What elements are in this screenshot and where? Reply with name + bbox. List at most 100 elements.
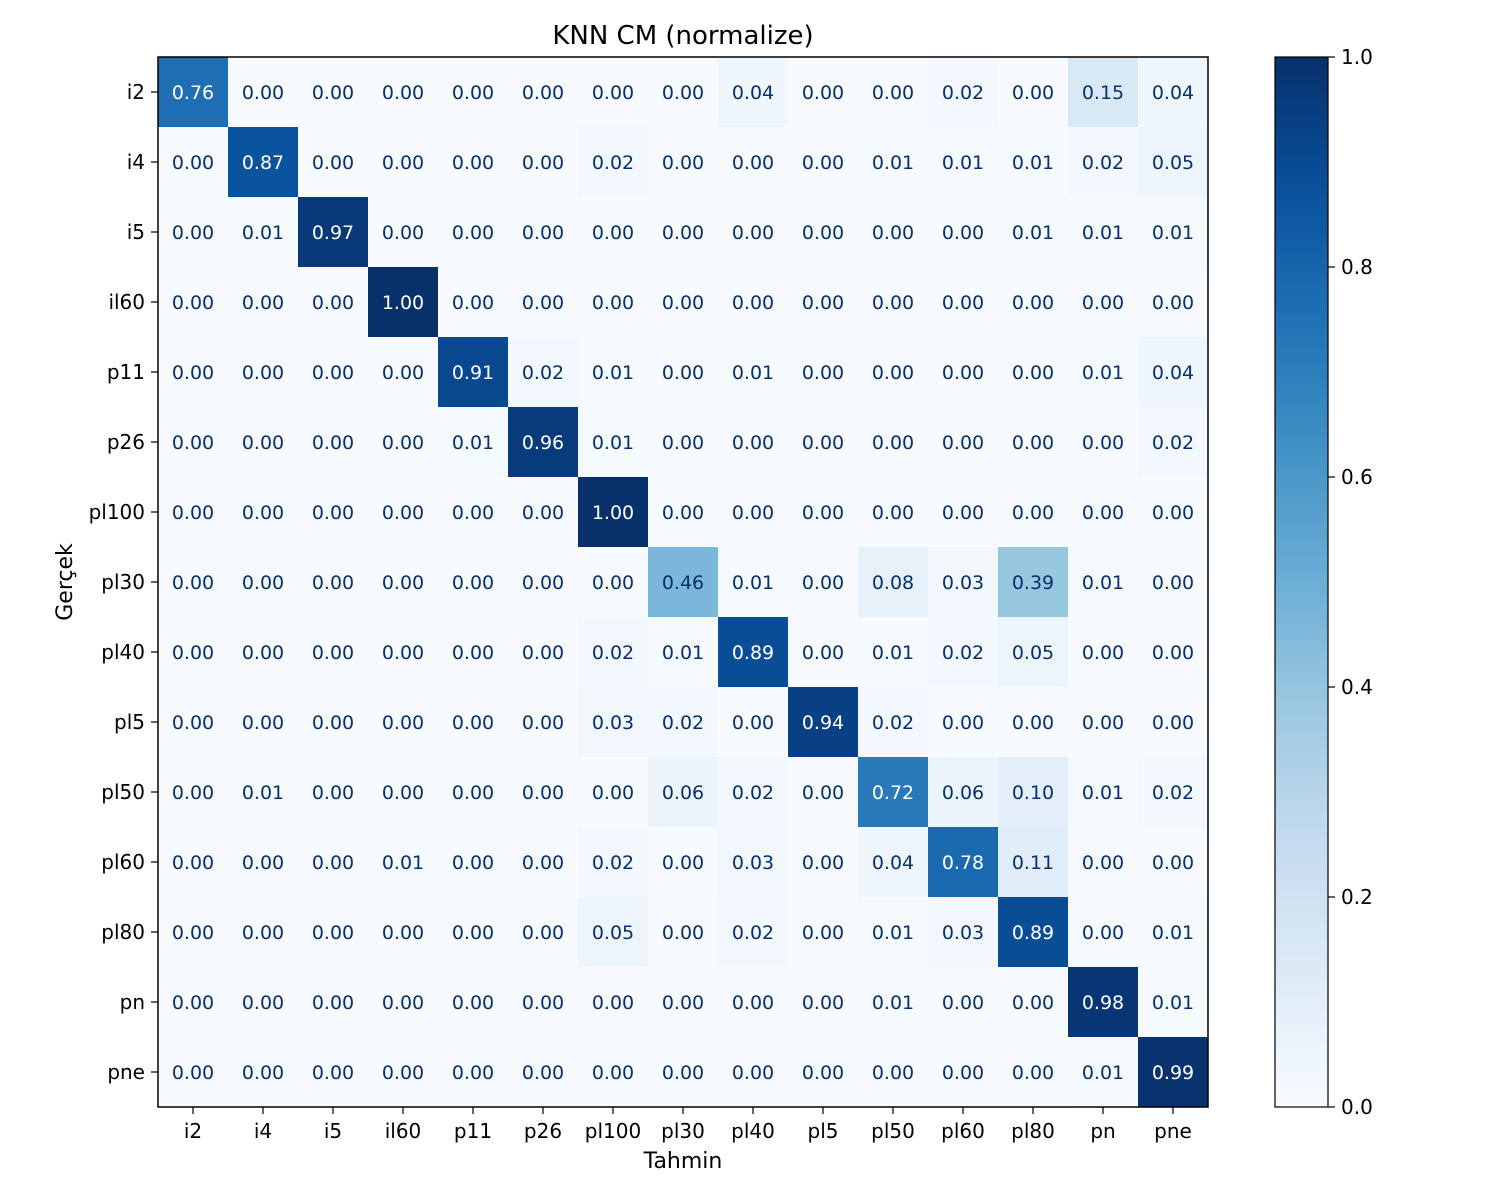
cell-value-label: 0.91 xyxy=(452,362,494,384)
heatmap-cell xyxy=(858,897,929,968)
chart-title: KNN CM (normalize) xyxy=(552,21,813,51)
heatmap-cell xyxy=(578,477,649,548)
heatmap-cell xyxy=(998,687,1069,758)
cell-value-label: 0.00 xyxy=(452,222,494,244)
heatmap-cell xyxy=(578,127,649,198)
heatmap-cell xyxy=(438,547,509,618)
heatmap-cell xyxy=(788,197,859,268)
x-tick-label: pl60 xyxy=(941,1119,985,1143)
heatmap-cell xyxy=(788,967,859,1038)
x-tick-label: pl40 xyxy=(731,1119,775,1143)
cell-value-label: 0.00 xyxy=(802,782,844,804)
heatmap-cell xyxy=(858,617,929,688)
cell-value-label: 0.00 xyxy=(732,292,774,314)
cell-value-label: 0.39 xyxy=(1012,572,1054,594)
heatmap-cell xyxy=(298,687,369,758)
cell-value-label: 0.00 xyxy=(172,432,214,454)
heatmap-cell xyxy=(788,757,859,828)
cell-value-label: 0.00 xyxy=(1082,852,1124,874)
cell-value-label: 0.00 xyxy=(312,642,354,664)
heatmap-cell xyxy=(788,127,859,198)
heatmap-cell xyxy=(1138,827,1209,898)
cell-value-label: 0.10 xyxy=(1012,782,1054,804)
cell-value-label: 0.03 xyxy=(942,922,984,944)
heatmap-cell xyxy=(158,267,229,338)
cell-value-label: 0.00 xyxy=(872,292,914,314)
cell-value-label: 0.00 xyxy=(802,1062,844,1084)
cell-value-label: 0.00 xyxy=(452,1062,494,1084)
heatmap-cell xyxy=(508,267,579,338)
heatmap-cell xyxy=(928,757,999,828)
heatmap-cell xyxy=(158,57,229,128)
heatmap-cell xyxy=(298,897,369,968)
heatmap-cell xyxy=(368,967,439,1038)
cell-value-label: 0.01 xyxy=(872,992,914,1014)
heatmap-cell xyxy=(368,197,439,268)
cell-value-label: 0.01 xyxy=(1082,782,1124,804)
heatmap-cell xyxy=(1138,57,1209,128)
cell-value-label: 0.00 xyxy=(662,82,704,104)
x-tick-label: pne xyxy=(1154,1119,1192,1143)
cell-value-label: 0.05 xyxy=(1012,642,1054,664)
cell-value-label: 0.01 xyxy=(1012,152,1054,174)
cell-value-label: 0.00 xyxy=(732,712,774,734)
heatmap-cell xyxy=(928,827,999,898)
heatmap-cell xyxy=(718,547,789,618)
heatmap-cell xyxy=(1138,547,1209,618)
cell-value-label: 0.00 xyxy=(312,992,354,1014)
heatmap-cell xyxy=(648,337,719,408)
cell-value-label: 0.00 xyxy=(242,992,284,1014)
cell-value-label: 0.00 xyxy=(592,82,634,104)
heatmap-cell xyxy=(228,477,299,548)
heatmap-cell xyxy=(158,1037,229,1108)
cell-value-label: 0.00 xyxy=(522,572,564,594)
heatmap-cell xyxy=(508,547,579,618)
heatmap-cell xyxy=(578,337,649,408)
x-tick-label: pl30 xyxy=(661,1119,705,1143)
cell-value-label: 0.00 xyxy=(172,922,214,944)
heatmap-cell xyxy=(578,57,649,128)
heatmap-cell xyxy=(1068,337,1139,408)
cell-value-label: 0.00 xyxy=(452,642,494,664)
heatmap-cell xyxy=(508,1037,579,1108)
heatmap-cell xyxy=(1138,967,1209,1038)
cell-value-label: 0.00 xyxy=(312,82,354,104)
heatmap-cell xyxy=(578,757,649,828)
cell-value-label: 0.06 xyxy=(942,782,984,804)
cell-value-label: 0.00 xyxy=(662,222,704,244)
heatmap-cell xyxy=(998,1037,1069,1108)
cell-value-label: 0.00 xyxy=(312,572,354,594)
cell-value-label: 0.00 xyxy=(1082,432,1124,454)
y-tick-label: pl50 xyxy=(101,780,145,804)
cell-value-label: 0.00 xyxy=(1012,1062,1054,1084)
heatmap-cell xyxy=(158,547,229,618)
heatmap-cell xyxy=(508,617,579,688)
cell-value-label: 0.00 xyxy=(172,992,214,1014)
cell-value-label: 0.00 xyxy=(172,712,214,734)
heatmap-cell xyxy=(928,967,999,1038)
heatmap-cell xyxy=(718,57,789,128)
heatmap-cell xyxy=(1068,1037,1139,1108)
heatmap-cell xyxy=(228,267,299,338)
cell-value-label: 0.00 xyxy=(1082,642,1124,664)
heatmap-cell xyxy=(1068,57,1139,128)
heatmap-cell xyxy=(228,967,299,1038)
x-tick-label: pl100 xyxy=(585,1119,641,1143)
cell-value-label: 0.00 xyxy=(172,362,214,384)
cell-value-label: 0.02 xyxy=(1152,782,1194,804)
heatmap-cell xyxy=(928,687,999,758)
heatmap-cell xyxy=(928,57,999,128)
heatmap-cell xyxy=(578,617,649,688)
cell-value-label: 0.00 xyxy=(382,502,424,524)
y-tick-label: pne xyxy=(107,1060,145,1084)
heatmap-cell xyxy=(228,407,299,478)
heatmap-cell xyxy=(298,827,369,898)
heatmap-cell xyxy=(788,477,859,548)
heatmap-cell xyxy=(298,547,369,618)
heatmap-cell xyxy=(158,897,229,968)
heatmap-cell xyxy=(928,477,999,548)
cell-value-label: 1.00 xyxy=(592,502,634,524)
heatmap-cell xyxy=(158,757,229,828)
cell-value-label: 0.00 xyxy=(942,362,984,384)
heatmap-cell xyxy=(368,687,439,758)
